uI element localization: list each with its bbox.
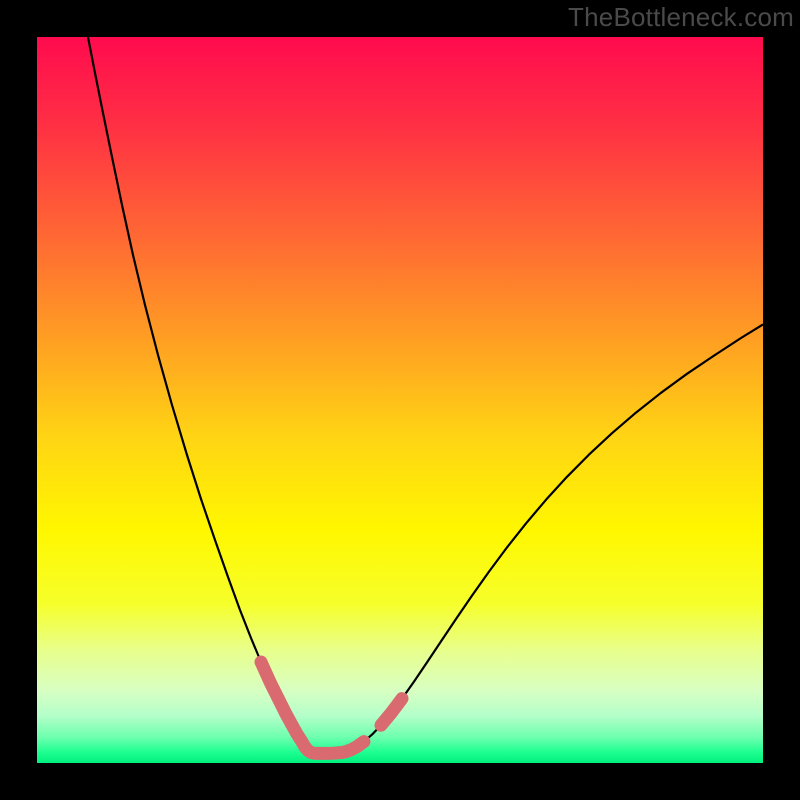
optimal-range-highlight-left (261, 662, 364, 753)
optimal-range-highlight-right (381, 699, 402, 726)
watermark-text: TheBottleneck.com (568, 2, 794, 33)
curve-layer (0, 0, 800, 800)
chart-root: TheBottleneck.com (0, 0, 800, 800)
bottleneck-curve (88, 37, 763, 753)
